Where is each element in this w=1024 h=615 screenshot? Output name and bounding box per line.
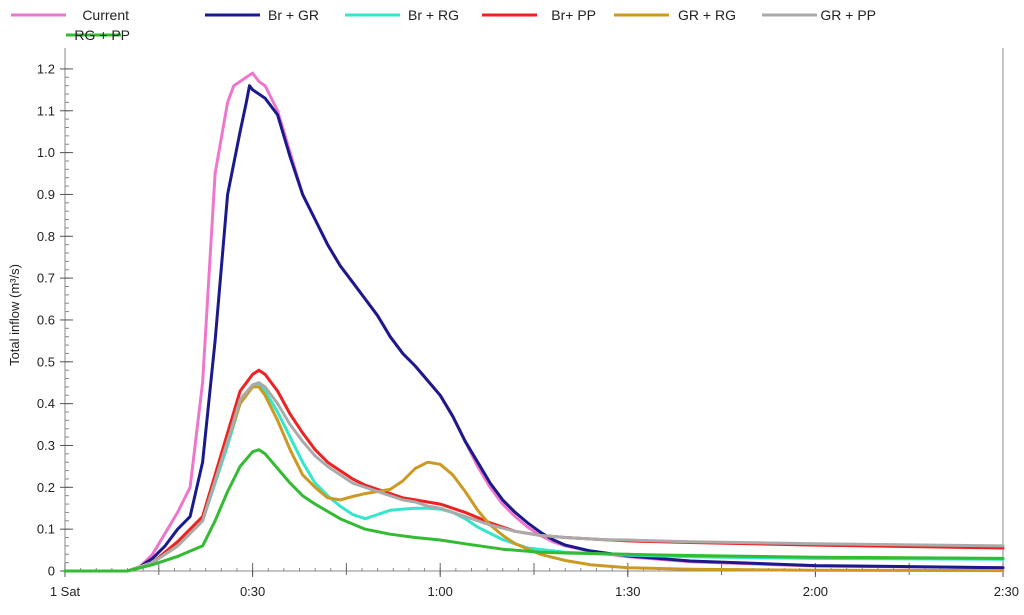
legend-label: RG + PP <box>74 27 130 43</box>
y-tick-label: 1.2 <box>37 61 55 76</box>
legend-item-gr-rg: GR + RG <box>614 7 736 23</box>
y-tick-label: 0.2 <box>37 480 55 495</box>
y-tick-label: 0 <box>48 564 55 579</box>
series-line-gr-pp <box>63 381 1005 573</box>
x-tick-label: 1:30 <box>615 584 640 599</box>
series-lines <box>63 71 1005 573</box>
x-tick-label: 1 Sat <box>50 584 81 599</box>
series-line-gr-rg <box>63 385 1005 573</box>
x-tick-label: 1:00 <box>428 584 453 599</box>
y-tick-label: 0.7 <box>37 271 55 286</box>
legend-item-current: Current <box>11 7 129 23</box>
legend-label: Br + RG <box>408 7 459 23</box>
legend-label: Br+ PP <box>551 7 596 23</box>
legend: Current Br + GR Br + RG Br+ PP GR + RG GR + P… <box>11 7 876 43</box>
y-tick-label: 1.1 <box>37 103 55 118</box>
legend-item-br-rg: Br + RG <box>345 7 459 23</box>
axes: 0 0.1 0.2 0.3 0.4 0.5 0.6 0.7 0.8 0.9 1.0 1.1 1.2 1 S… <box>37 48 1019 599</box>
x-tick-label: 2:00 <box>803 584 828 599</box>
legend-label: Br + GR <box>268 7 319 23</box>
series-line-current <box>63 71 1005 573</box>
legend-label: GR + PP <box>820 7 876 23</box>
y-tick-label: 0.4 <box>37 396 55 411</box>
legend-item-gr-pp: GR + PP <box>762 7 876 23</box>
series-line-rg-pp <box>63 448 1005 573</box>
legend-item-br-pp: Br+ PP <box>482 7 596 23</box>
y-tick-label: 0.8 <box>37 229 55 244</box>
legend-item-br-gr: Br + GR <box>205 7 319 23</box>
y-tick-label: 1.0 <box>37 145 55 160</box>
y-tick-label: 0.6 <box>37 312 55 327</box>
legend-item-rg-pp: RG + PP <box>66 27 130 43</box>
y-tick-label: 0.5 <box>37 354 55 369</box>
y-tick-label: 0.9 <box>37 187 55 202</box>
x-tick-label: 2:30 <box>994 584 1019 599</box>
y-axis-title: Total inflow (m³/s) <box>7 264 22 366</box>
y-axis-label: Total inflow (m³/s) <box>7 264 22 366</box>
legend-label: GR + RG <box>678 7 736 23</box>
legend-label: Current <box>82 7 129 23</box>
x-tick-label: 0:30 <box>240 584 265 599</box>
y-tick-label: 0.3 <box>37 438 55 453</box>
y-tick-label: 0.1 <box>37 522 55 537</box>
